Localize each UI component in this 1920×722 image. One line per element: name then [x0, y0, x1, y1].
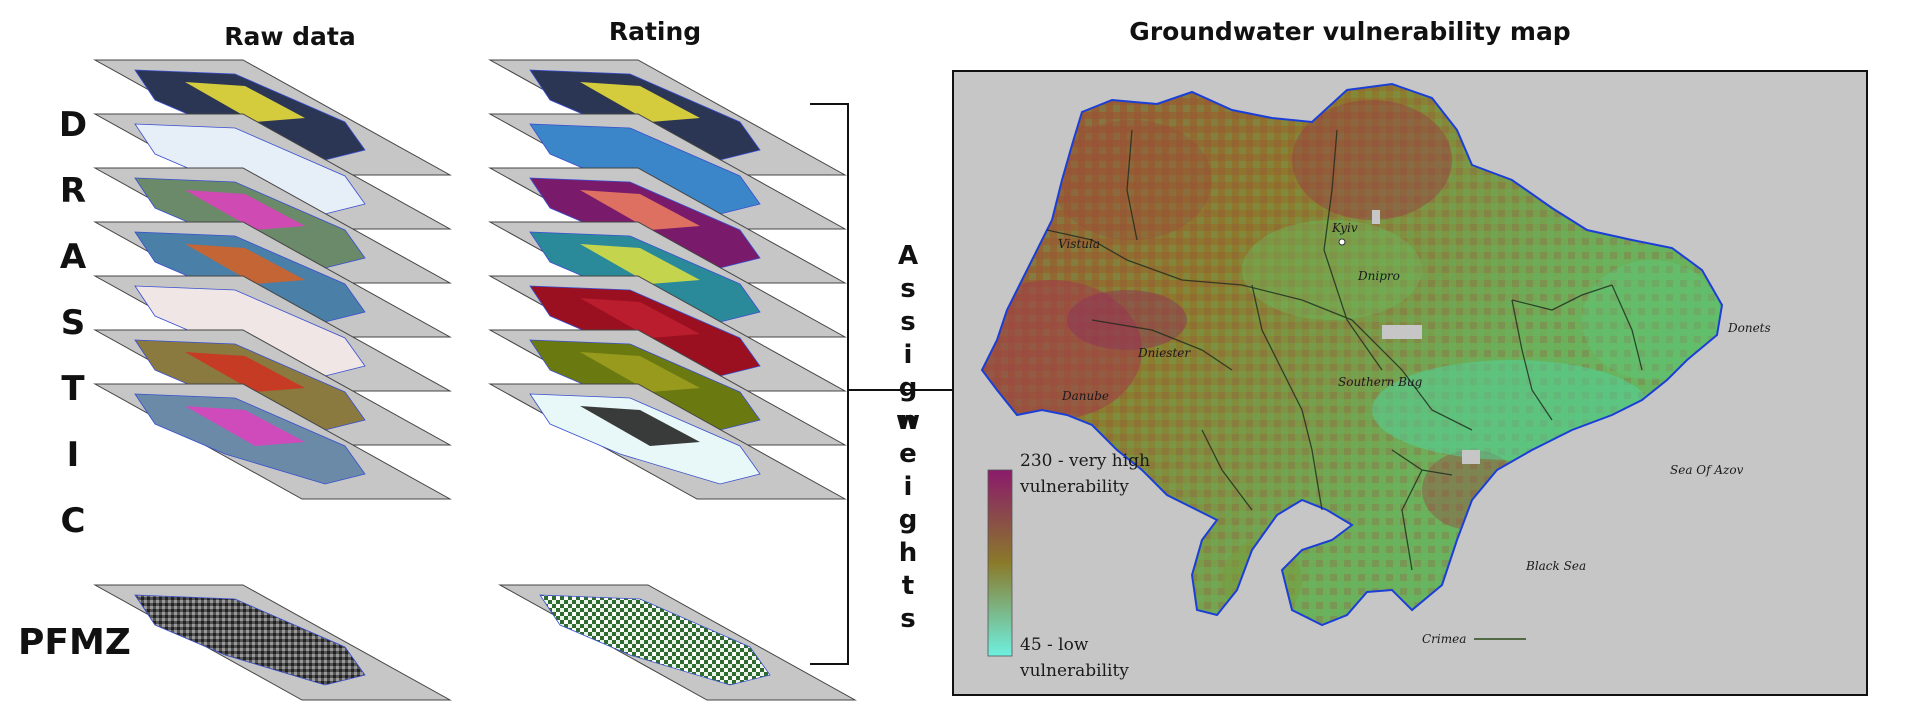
assign-char-0: A — [897, 241, 919, 271]
rating-layer-2 — [488, 167, 847, 284]
label-crimea: Crimea — [1422, 632, 1466, 646]
label-vistula: Vistula — [1058, 237, 1100, 251]
raw-layer-pfmz — [93, 584, 452, 701]
assign-char-1: s — [900, 274, 916, 304]
legend-high-line2: vulnerability — [1019, 477, 1129, 497]
legend-gradient-bar — [987, 469, 1013, 657]
letter-s: S — [60, 303, 86, 343]
assign-char-2: s — [900, 307, 916, 337]
legend-low-line1: 45 - low — [1020, 635, 1089, 655]
kyiv-marker — [1338, 238, 1346, 246]
rating-header: Rating — [608, 17, 702, 46]
assign-char-4: g — [898, 373, 918, 403]
rating-layer-4 — [488, 275, 847, 392]
region-boundaries — [1046, 129, 1643, 571]
rating-layer-5 — [488, 329, 847, 446]
rating-layer-6 — [488, 383, 847, 500]
map-title: Groundwater vulnerability map — [1129, 17, 1571, 46]
weights-char-2: i — [903, 472, 913, 502]
label-kyiv: Kyiv — [1331, 221, 1358, 235]
raw-layer-2 — [93, 167, 452, 284]
letter-c: C — [60, 501, 86, 541]
raw-layer-5 — [93, 329, 452, 446]
rating-layer-0 — [488, 59, 847, 176]
vulnerability-map: Vistula Kyiv Dnipro Donets Dniester Danu… — [952, 70, 1868, 696]
label-dniester: Dniester — [1137, 346, 1191, 360]
raw-layer-0 — [93, 59, 452, 176]
letter-i: I — [66, 435, 80, 475]
legend-low-line2: vulnerability — [1019, 661, 1129, 681]
label-southern-bug: Southern Bug — [1338, 375, 1423, 389]
letter-d: D — [58, 105, 88, 145]
label-dnipro: Dnipro — [1357, 269, 1400, 283]
weights-char-4: h — [898, 538, 918, 568]
raw-layer-6 — [93, 383, 452, 500]
weights-char-5: t — [901, 571, 915, 601]
letter-t: T — [61, 369, 85, 409]
weights-char-1: e — [899, 439, 917, 469]
label-sea-of-azov: Sea Of Azov — [1670, 463, 1744, 477]
assign-char-3: i — [903, 340, 913, 370]
weights-char-0: w — [895, 406, 921, 436]
legend-high-line1: 230 - very high — [1020, 451, 1150, 471]
raw-data-header: Raw data — [224, 22, 356, 51]
pfmz-label: PFMZ — [18, 622, 131, 663]
raw-data-stack — [93, 59, 452, 701]
label-black-sea: Black Sea — [1525, 559, 1586, 573]
assign-bracket — [810, 103, 849, 665]
label-donets: Donets — [1727, 321, 1771, 335]
letter-a: A — [59, 237, 87, 277]
letter-r: R — [59, 171, 87, 211]
raw-layer-3 — [93, 221, 452, 338]
rating-layer-pfmz — [498, 584, 857, 701]
weights-char-3: g — [898, 505, 918, 535]
weights-char-6: s — [900, 604, 916, 634]
assign-char-5: n — [898, 406, 918, 436]
label-danube: Danube — [1061, 389, 1109, 403]
rating-stack — [488, 59, 857, 701]
